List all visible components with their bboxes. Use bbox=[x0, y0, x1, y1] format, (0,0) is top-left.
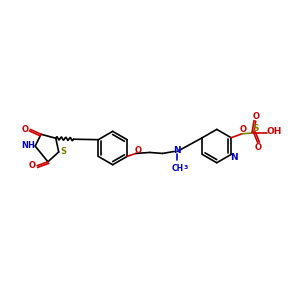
Text: S: S bbox=[253, 124, 259, 134]
Text: O: O bbox=[134, 146, 141, 155]
Text: OH: OH bbox=[267, 127, 282, 136]
Text: O: O bbox=[239, 125, 247, 134]
Text: N: N bbox=[230, 153, 238, 162]
Text: O: O bbox=[252, 112, 259, 121]
Text: S: S bbox=[61, 148, 67, 157]
Text: 3: 3 bbox=[183, 165, 188, 170]
Text: O: O bbox=[29, 161, 36, 170]
Text: O: O bbox=[254, 143, 261, 152]
Text: NH: NH bbox=[21, 141, 35, 150]
Text: O: O bbox=[22, 125, 29, 134]
Text: N: N bbox=[173, 146, 181, 155]
Text: CH: CH bbox=[171, 164, 183, 173]
